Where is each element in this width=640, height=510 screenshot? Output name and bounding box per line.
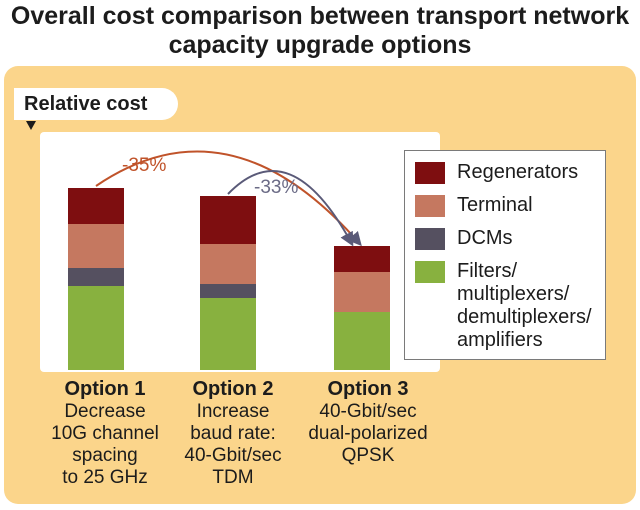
bar-segment-terminal-option-3 bbox=[334, 272, 390, 312]
category-desc-line: baud rate: bbox=[190, 423, 276, 444]
bar-segment-filters-option-1 bbox=[68, 286, 124, 370]
bar-segment-terminal-option-1 bbox=[68, 224, 124, 268]
category-option-3: Option 3 40-Gbit/sec dual-polarized QPSK bbox=[296, 378, 440, 467]
category-label-option-1: Option 1 bbox=[64, 378, 146, 400]
bar-segment-dcms-option-2 bbox=[200, 284, 256, 298]
category-desc-line: dual-polarized bbox=[308, 423, 428, 444]
annotation-arrows: -35% -33% bbox=[95, 150, 362, 247]
category-desc-line: to 25 GHz bbox=[62, 467, 148, 488]
chart-title-line-1: Overall cost comparison between transpor… bbox=[10, 2, 630, 30]
annotation-label-33: -33% bbox=[254, 177, 298, 198]
y-axis-label-tab bbox=[14, 88, 178, 120]
category-desc-line: Increase bbox=[196, 401, 270, 422]
category-desc-line: TDM bbox=[212, 467, 254, 488]
legend: Regenerators Terminal DCMs Filters/ mult… bbox=[404, 150, 606, 360]
legend-label-dcms: DCMs bbox=[457, 227, 513, 249]
annotation-arrow-option-1-to-3 bbox=[95, 150, 362, 247]
category-desc-line: 40-Gbit/sec bbox=[319, 401, 417, 422]
legend-swatch-regenerators bbox=[415, 162, 445, 184]
legend-swatch-terminal bbox=[415, 195, 445, 217]
y-axis-marker-icon bbox=[26, 121, 36, 130]
legend-label-filters: Filters/ multiplexers/ demultiplexers/ a… bbox=[457, 260, 592, 351]
annotation-label-35: -35% bbox=[122, 155, 166, 176]
bar-segment-filters-option-3 bbox=[334, 312, 390, 370]
annotation-arrow-option-2-to-3 bbox=[227, 169, 354, 247]
legend-swatch-filters bbox=[415, 261, 445, 283]
category-desc-line: QPSK bbox=[341, 445, 395, 466]
bar-segment-terminal-option-2 bbox=[200, 244, 256, 284]
chart-title-line-2: capacity upgrade options bbox=[168, 31, 472, 59]
legend-label-regenerators: Regenerators bbox=[457, 161, 579, 183]
bar-segment-regenerators-option-2 bbox=[200, 196, 256, 244]
category-option-1: Option 1 Decrease 10G channel spacing to… bbox=[40, 378, 170, 489]
bar-segment-filters-option-2 bbox=[200, 298, 256, 370]
category-desc-line: 40-Gbit/sec bbox=[184, 445, 282, 466]
legend-item-terminal: Terminal bbox=[415, 194, 533, 217]
y-axis-label: Relative cost bbox=[24, 93, 148, 115]
bars-group bbox=[68, 188, 390, 370]
category-label-option-3: Option 3 bbox=[327, 378, 409, 400]
bar-segment-dcms-option-1 bbox=[68, 268, 124, 286]
legend-label-terminal: Terminal bbox=[457, 194, 533, 216]
legend-item-dcms: DCMs bbox=[415, 227, 513, 250]
category-option-2: Option 2 Increase baud rate: 40-Gbit/sec… bbox=[168, 378, 298, 489]
bar-segment-regenerators-option-3 bbox=[334, 246, 390, 272]
legend-swatch-dcms bbox=[415, 228, 445, 250]
chart-title: Overall cost comparison between transpor… bbox=[0, 2, 640, 60]
category-desc-line: 10G channel bbox=[51, 423, 159, 444]
category-desc-line: spacing bbox=[72, 445, 138, 466]
legend-item-filters: Filters/ multiplexers/ demultiplexers/ a… bbox=[415, 260, 592, 352]
bar-segment-regenerators-option-1 bbox=[68, 188, 124, 224]
category-desc-line: Decrease bbox=[64, 401, 146, 422]
legend-item-regenerators: Regenerators bbox=[415, 161, 578, 184]
category-label-option-2: Option 2 bbox=[192, 378, 274, 400]
